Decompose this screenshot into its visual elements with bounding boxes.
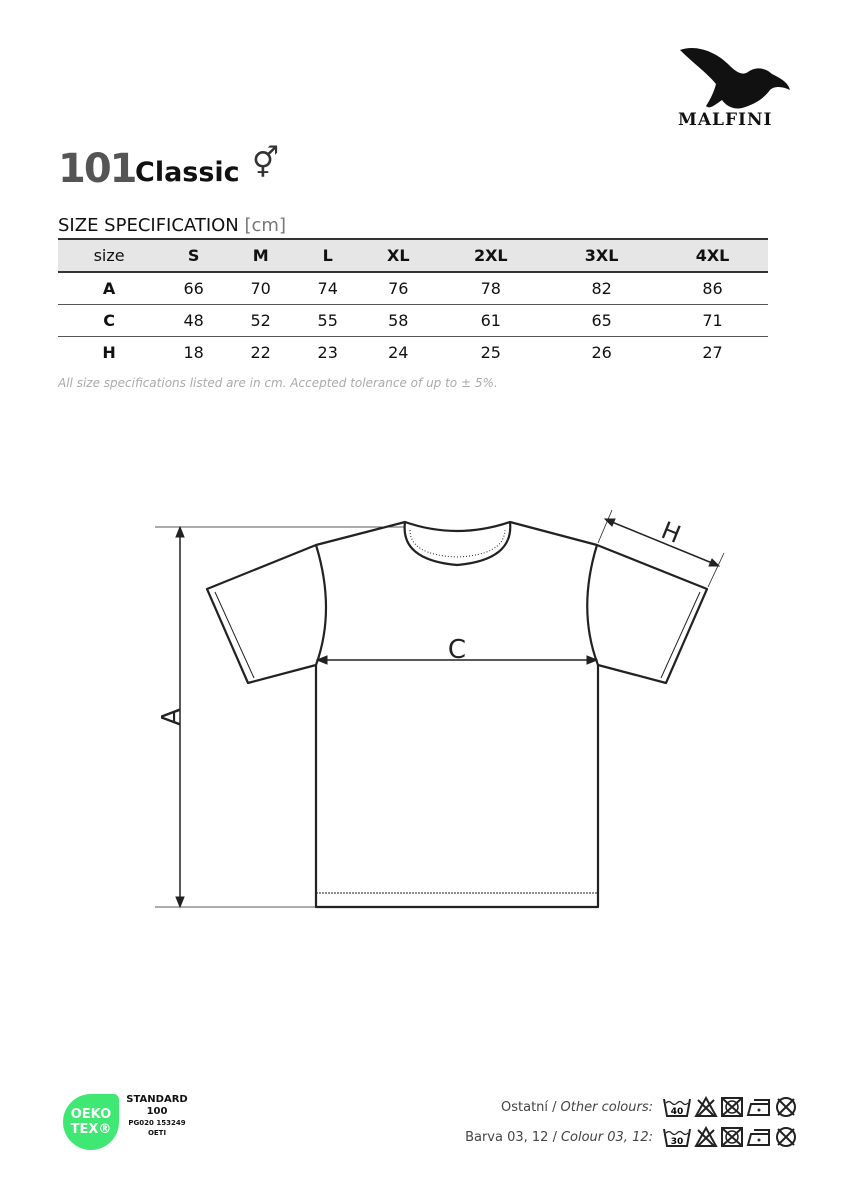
value-cell: 52 [227, 304, 295, 337]
care-icons: 40 [663, 1096, 797, 1118]
no-dry-clean-icon [776, 1127, 796, 1147]
measure-label: A [58, 272, 161, 305]
measure-label: H [102, 343, 116, 362]
iron-icon [746, 1099, 770, 1116]
table-row: H 18 22 23 24 25 26 27 [58, 337, 768, 369]
oeko-standard: STANDARD 100 PG020 153249 OETI [122, 1094, 192, 1138]
product-name: Classic [135, 157, 240, 188]
collar [403, 521, 512, 567]
value-cell: 55 [294, 304, 362, 337]
value-cell: 48 [160, 304, 228, 337]
value-cell: 22 [250, 343, 271, 362]
value-cell: 78 [435, 272, 547, 305]
table-row: C 48 52 55 58 61 65 71 [58, 304, 768, 337]
tolerance-note: All size specifications listed are in cm… [58, 376, 498, 390]
table-header-row: size S M L XL 2XL 3XL 4XL [58, 238, 768, 273]
left-armhole [314, 544, 328, 666]
label-a: A [157, 708, 187, 726]
value-cell: 86 [657, 272, 768, 305]
header-cell: S [160, 238, 228, 273]
care-row: Barva 03, 12 /Colour 03, 12: 30 [465, 1126, 797, 1148]
label-c: C [448, 635, 466, 665]
value-cell: 18 [183, 343, 204, 362]
standard-label: STANDARD [126, 1094, 188, 1105]
value-cell: 25 [480, 343, 501, 362]
header-cell: L [294, 238, 362, 273]
right-armhole [586, 544, 600, 666]
iron-icon [746, 1129, 770, 1146]
size-table: size S M L XL 2XL 3XL 4XL A 66 70 74 76 78 82 8… [58, 238, 768, 368]
wash-icon: 30 [663, 1128, 691, 1147]
wash-icon: 40 [663, 1098, 691, 1117]
care-label-cz: Barva 03, 12 / [465, 1129, 557, 1145]
care-label-cz: Ostatní / [501, 1099, 557, 1115]
standard-number: 100 [146, 1106, 168, 1117]
malfini-eagle-logo [680, 47, 790, 109]
certificate-code: PG020 153249 [128, 1119, 186, 1127]
product-code: 101 [58, 146, 137, 192]
value-cell: 58 [361, 304, 436, 337]
value-cell: 74 [294, 272, 362, 305]
brand-name: MALFINI [678, 110, 773, 130]
label-h: H [657, 516, 684, 549]
measure-label: C [58, 304, 161, 337]
header-cell: 4XL [657, 238, 768, 273]
value-cell: 82 [546, 272, 658, 305]
no-bleach-icon [694, 1126, 718, 1147]
care-icons: 30 [663, 1126, 797, 1148]
measure-h-line [606, 519, 718, 566]
header-cell: XL [361, 238, 436, 273]
value-cell: 66 [160, 272, 228, 305]
header-cell: 2XL [435, 238, 547, 273]
value-cell: 61 [435, 304, 547, 337]
spec-title: SIZE SPECIFICATION [cm] [58, 215, 286, 236]
svg-text:40: 40 [671, 1107, 684, 1117]
no-bleach-icon [694, 1096, 718, 1117]
institute: OETI [147, 1129, 167, 1137]
tex-text: TEX® [70, 1122, 112, 1137]
header-cell: M [227, 238, 295, 273]
care-row: Ostatní / Other colours: 40 [501, 1096, 797, 1118]
unisex-icon: ⚥ [252, 146, 280, 181]
care-label-en: Colour 03, 12: [560, 1129, 653, 1145]
tshirt-diagram: A C H [155, 509, 725, 909]
no-tumble-dry-icon [721, 1127, 743, 1147]
no-tumble-dry-icon [721, 1097, 743, 1117]
tshirt-outline [205, 520, 709, 909]
value-cell: 70 [227, 272, 295, 305]
care-label-en: Other colours: [560, 1099, 653, 1115]
table-row: A 66 70 74 76 78 82 86 [58, 272, 768, 305]
header-cell: 3XL [546, 238, 658, 273]
no-dry-clean-icon [776, 1097, 796, 1117]
value-cell: 76 [361, 272, 436, 305]
oeko-tex-logo: OEKO TEX® [63, 1094, 119, 1150]
oeko-text: OEKO [70, 1107, 112, 1122]
spec-title-text: SIZE SPECIFICATION [58, 215, 239, 236]
spec-unit: [cm] [244, 215, 286, 236]
value-cell: 24 [388, 343, 409, 362]
value-cell: 26 [591, 343, 612, 362]
value-cell: 27 [702, 343, 723, 362]
svg-text:30: 30 [671, 1137, 684, 1147]
header-cell: size [58, 238, 161, 273]
value-cell: 71 [657, 304, 768, 337]
value-cell: 65 [546, 304, 658, 337]
value-cell: 23 [317, 343, 338, 362]
